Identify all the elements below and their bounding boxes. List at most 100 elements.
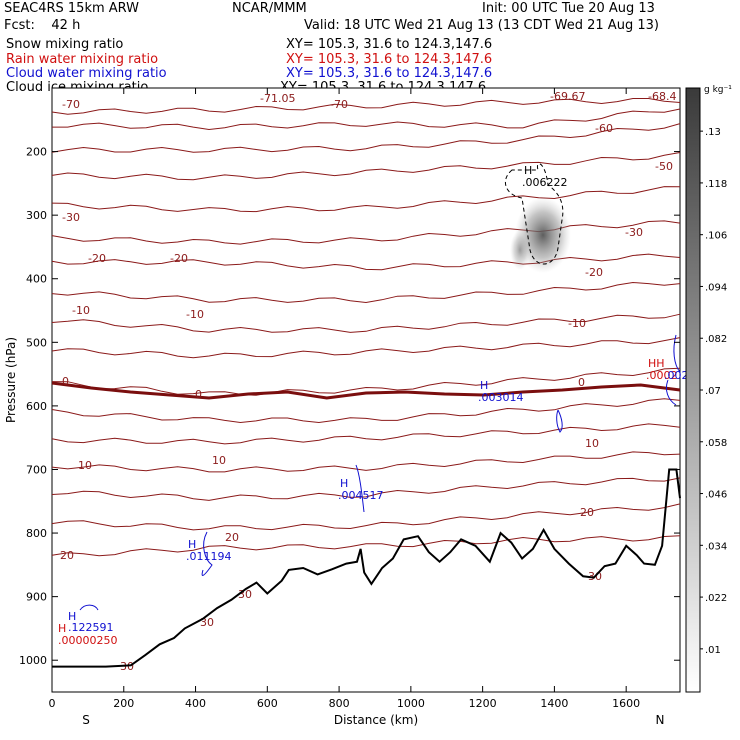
isotherm-label: -10: [186, 308, 204, 321]
isotherm-line: [51, 535, 681, 557]
isotherm-line: [52, 108, 681, 131]
isotherm-line: [51, 503, 681, 531]
snow-shading: [504, 163, 571, 273]
isotherm-line: [51, 423, 681, 445]
isotherm-label: 0: [62, 375, 69, 388]
extremum-value: .003014: [478, 391, 524, 404]
field-name-snow: Snow mixing ratio: [6, 37, 124, 52]
init-time: Init: 00 UTC Tue 20 Aug 13: [482, 1, 655, 16]
center-title: NCAR/MMM: [232, 1, 307, 16]
isotherm-label: 20: [60, 549, 74, 562]
isotherm-zero-line: [51, 381, 681, 400]
colorbar: .01 .022 .034 .046 .058 .07 .082 .094 .106 .118 .1…: [685, 85, 732, 693]
field-xy-cloud-water: XY= 105.3, 31.6 to 124.3,147.6: [286, 66, 493, 81]
cloud-ice-contour: [504, 163, 564, 265]
isotherm-label: -70: [330, 98, 348, 111]
cloud-water-contour: [355, 464, 365, 513]
x-tick-label: 1000: [397, 697, 425, 710]
isotherm-line: [51, 451, 681, 473]
axes: 0 200 400 600 800 1000 1200 1400 160020030040050…: [4, 88, 680, 727]
terrain-path: [52, 468, 681, 668]
field-xy-snow: XY= 105.3, 31.6 to 124.3,147.6: [286, 37, 493, 52]
isotherm-line: [51, 281, 681, 304]
colorbar-scale: [685, 87, 701, 693]
isotherm-line: [51, 398, 681, 424]
colorbar-unit: g kg⁻¹: [704, 85, 732, 95]
extremum-marker: H: [524, 164, 532, 177]
extremum-value: .006222: [522, 176, 568, 189]
x-tick-label: 600: [257, 697, 278, 710]
extremum-marker: H: [480, 379, 488, 392]
x-tick-label: 200: [113, 697, 134, 710]
x-tick-label: 0: [49, 697, 56, 710]
colorbar-tick-label: .094: [705, 282, 727, 293]
colorbar-tick-label: .034: [705, 541, 727, 552]
isotherm-label: -60: [595, 122, 613, 135]
colorbar-tick-label: .046: [705, 490, 727, 501]
x-axis-label: Distance (km): [334, 713, 418, 727]
model-title: SEAC4RS 15km ARW: [4, 1, 140, 16]
cloud-water-contour: [673, 334, 681, 373]
y-tick-label: 600: [26, 400, 47, 413]
isotherm-label: -68.4: [648, 90, 676, 103]
fcst-label: Fcst:: [4, 18, 35, 33]
isotherm-label: -20: [585, 266, 603, 279]
plot-area: [51, 87, 681, 693]
y-tick-label: 200: [26, 146, 47, 159]
x-tick-label: 1200: [469, 697, 497, 710]
y-tick-label: 500: [26, 336, 47, 349]
extremum-marker: H: [340, 477, 348, 490]
isotherm-line: [51, 337, 681, 359]
isotherm-label: -71.05: [260, 92, 295, 105]
extremum-value: .0002: [646, 369, 678, 382]
isotherm-line: [51, 186, 681, 213]
fcst-value: 42 h: [51, 18, 81, 33]
colorbar-tick-label: .118: [705, 179, 727, 190]
terrain-line: [52, 468, 681, 668]
field-name-cloud-water: Cloud water mixing ratio: [6, 66, 167, 81]
isotherm-label: 10: [585, 437, 599, 450]
isotherm-label: -69.67: [550, 90, 585, 103]
isotherm-label: 10: [212, 454, 226, 467]
x-tick-label: 1600: [612, 697, 640, 710]
extremum-value: .122591: [68, 621, 114, 634]
isotherm-line: [51, 253, 681, 271]
extremum-value: .011194: [186, 550, 232, 563]
colorbar-tick-label: .13: [705, 127, 721, 138]
extremum-value: .00000250: [58, 634, 118, 647]
extremum-value: .004517: [338, 489, 384, 502]
isotherm-label: -20: [88, 252, 106, 265]
isotherm-label: -10: [72, 304, 90, 317]
end-label-south: S: [82, 713, 90, 727]
colorbar-tick-label: .082: [705, 334, 727, 345]
x-tick-label: 400: [185, 697, 206, 710]
field-name-rain: Rain water mixing ratio: [6, 52, 159, 67]
cloud-water-contour: [556, 409, 563, 433]
isotherm-line: [51, 220, 681, 245]
x-tick-label: 1400: [540, 697, 568, 710]
isotherm-label: 10: [78, 459, 92, 472]
isotherm-label: -20: [170, 252, 188, 265]
extremum-marker: H: [68, 610, 76, 623]
field-xy-rain: XY= 105.3, 31.6 to 124.3,147.6: [286, 52, 493, 67]
cloud-water-contour: [665, 379, 677, 406]
end-label-north: N: [656, 713, 665, 727]
extremum-marker: H: [58, 622, 66, 635]
forecast-hour: Fcst: 42 h: [4, 18, 80, 33]
cloud-water-contour: [79, 604, 99, 611]
isotherm-label: 20: [225, 531, 239, 544]
isotherm-label: -50: [655, 160, 673, 173]
isotherm-label: -10: [568, 317, 586, 330]
y-tick-label: 300: [26, 209, 47, 222]
colorbar-tick-label: .022: [705, 593, 727, 604]
isotherm-line: [51, 477, 681, 501]
isotherm-label: 30: [200, 616, 214, 629]
isotherm-label: -30: [625, 226, 643, 239]
colorbar-tick-label: .106: [705, 231, 727, 242]
valid-time: Valid: 18 UTC Wed 21 Aug 13 (13 CDT Wed …: [304, 18, 659, 33]
colorbar-tick-label: .01: [705, 645, 721, 656]
extremum-marker: HH: [648, 357, 665, 370]
isotherm-line: [51, 123, 681, 153]
colorbar-tick-label: .07: [705, 386, 721, 397]
